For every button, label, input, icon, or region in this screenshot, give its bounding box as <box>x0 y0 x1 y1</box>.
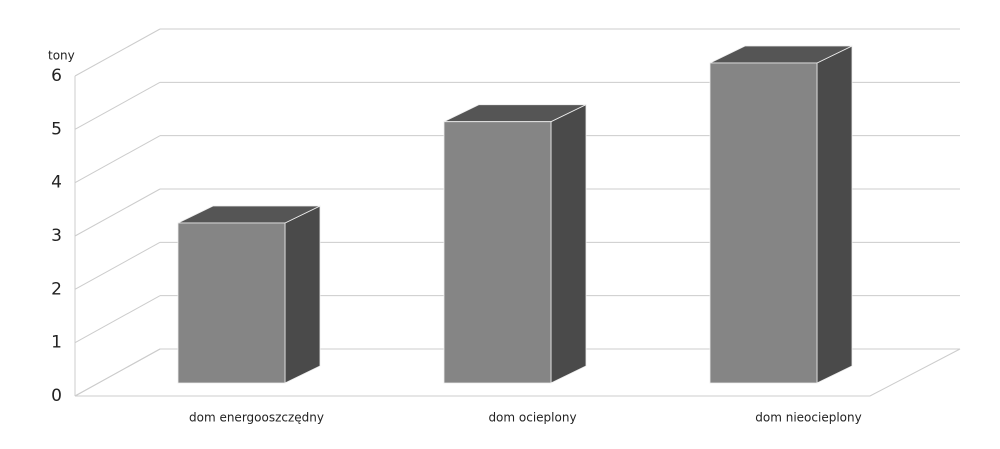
y-tick-label: 1 <box>51 333 62 353</box>
bar-side <box>550 104 587 384</box>
bar-side <box>284 205 321 384</box>
y-tick-label: 0 <box>51 386 62 406</box>
bar <box>709 45 853 384</box>
grid-line <box>74 135 161 184</box>
y-tick-label: 4 <box>51 173 62 193</box>
y-tick-label: 3 <box>51 226 62 246</box>
grid-line <box>74 188 161 237</box>
bar <box>177 205 321 384</box>
bar-front <box>443 121 552 384</box>
grid-line <box>74 81 161 130</box>
bar-front <box>709 62 818 384</box>
grid-line <box>74 241 161 290</box>
grid-line <box>74 295 161 344</box>
grid-line <box>74 348 161 397</box>
y-tick-label: 5 <box>51 119 62 139</box>
x-tick-label: dom energooszczędny <box>189 411 324 425</box>
x-tick-label: dom ocieplony <box>488 411 576 425</box>
y-tick-label: 6 <box>51 66 62 86</box>
bar <box>443 104 587 384</box>
y-axis-label: tony <box>48 49 75 63</box>
grid-line <box>74 28 161 77</box>
bar-side <box>816 45 853 384</box>
bar-front <box>177 222 286 384</box>
x-tick-label: dom nieocieplony <box>755 411 861 425</box>
y-tick-label: 2 <box>51 279 62 299</box>
